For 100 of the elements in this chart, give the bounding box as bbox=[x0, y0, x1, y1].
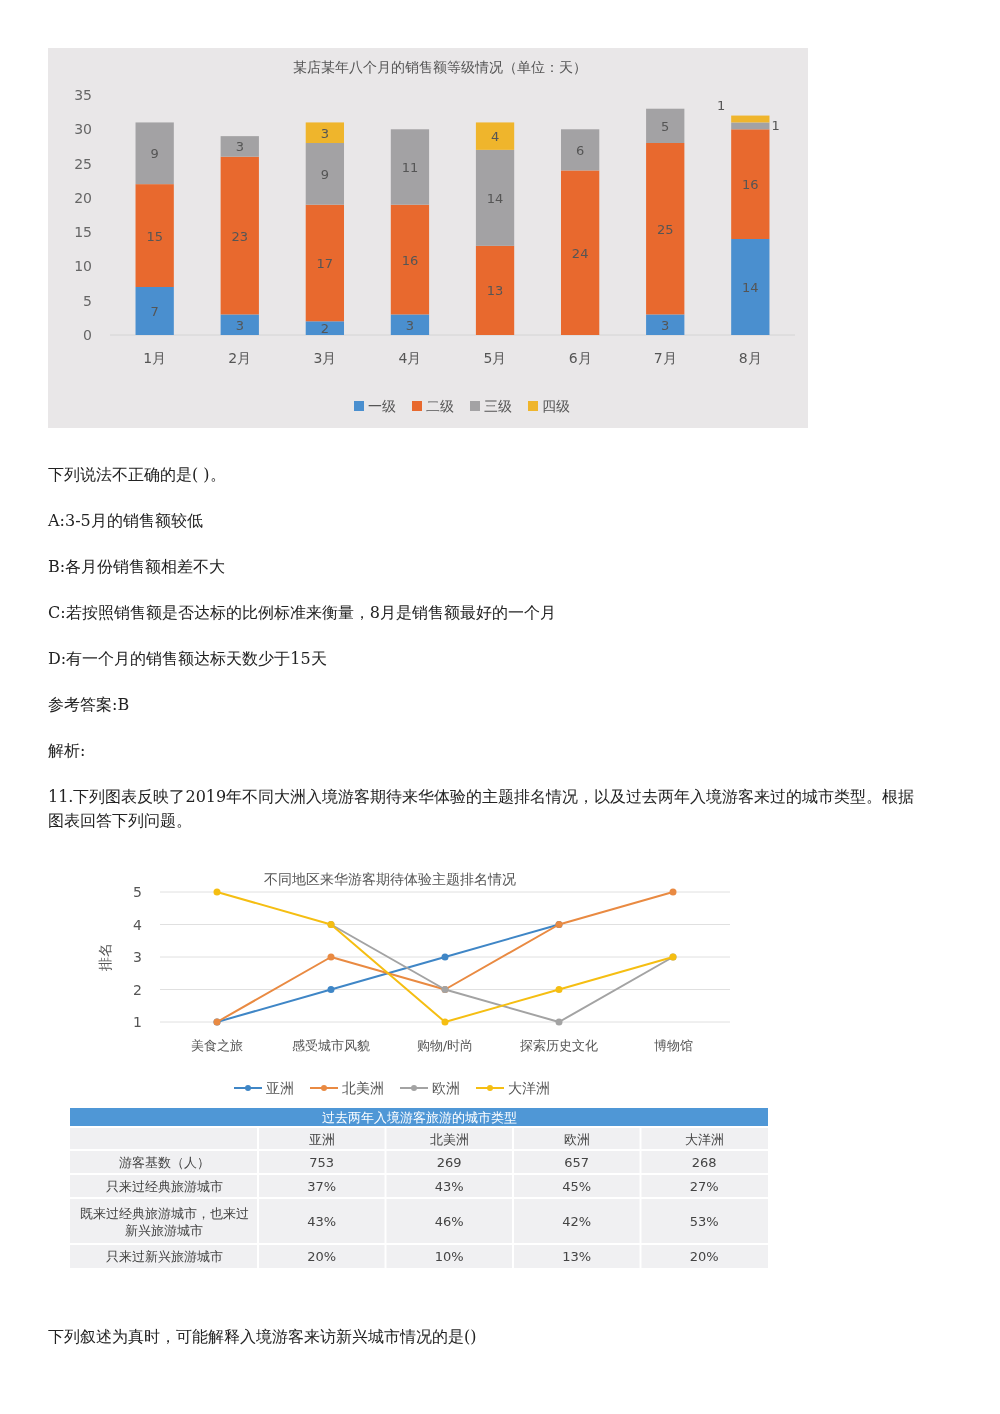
text: 下列叙述为真时，可能解释入境游客来访新兴城市情况的是() bbox=[48, 1327, 477, 1346]
x-tick-label: 美食之旅 bbox=[191, 1038, 243, 1053]
text: 20% bbox=[307, 1249, 337, 1264]
x-tick-label: 感受城市风貌 bbox=[292, 1038, 370, 1053]
bar bbox=[731, 239, 770, 335]
data-label: 3 bbox=[320, 125, 329, 141]
x-tick-label: 5月 bbox=[483, 350, 507, 366]
legend-label: 北美洲 bbox=[342, 1080, 384, 1096]
x-tick-label: 2月 bbox=[228, 350, 252, 366]
data-label: 15 bbox=[146, 228, 163, 244]
x-tick-label: 探索历史文化 bbox=[520, 1038, 598, 1053]
y-tick-label: 30 bbox=[74, 121, 92, 138]
data-label: 24 bbox=[571, 245, 589, 261]
y-tick-label: 20 bbox=[74, 189, 92, 206]
bar bbox=[220, 314, 259, 335]
bar bbox=[731, 122, 770, 130]
data-label: 9 bbox=[320, 166, 329, 182]
bar bbox=[646, 108, 685, 143]
data-label: 1 bbox=[716, 97, 726, 113]
bar bbox=[390, 129, 430, 205]
text: 11.下列图表反映了2019年不同大洲入境游客期待来华体验的主题排名情况，以及过去两年入境游客来过的城市类型。根据图表回答下列问题。 bbox=[48, 787, 915, 830]
point bbox=[213, 888, 221, 896]
text: 过去两年入境游客旅游的城市类型 bbox=[321, 1110, 517, 1125]
point bbox=[327, 953, 335, 961]
category-label: 大洋洲 bbox=[684, 1132, 724, 1147]
category-label: 欧洲 bbox=[563, 1132, 590, 1147]
y-tick-label: 10 bbox=[74, 258, 92, 275]
text: 268 bbox=[691, 1155, 717, 1170]
bar bbox=[220, 156, 259, 315]
data-label: 13 bbox=[486, 283, 504, 299]
text: 269 bbox=[436, 1155, 462, 1170]
bar bbox=[560, 129, 600, 171]
data-label: 6 bbox=[576, 142, 585, 158]
data-label: 1 bbox=[771, 117, 780, 133]
point bbox=[441, 1018, 449, 1026]
bar bbox=[390, 204, 430, 315]
data-label: 9 bbox=[150, 146, 159, 162]
legend-label: 二级 bbox=[426, 398, 454, 414]
data-label: 14 bbox=[742, 280, 759, 295]
point bbox=[555, 1018, 563, 1026]
text: 657 bbox=[564, 1155, 590, 1170]
text: 20% bbox=[689, 1249, 719, 1264]
x-tick-label: 6月 bbox=[568, 350, 592, 366]
data-label: 11 bbox=[401, 160, 419, 175]
bar bbox=[305, 204, 345, 322]
category-label: 只来过新兴旅游城市 bbox=[105, 1249, 223, 1264]
data-label: 25 bbox=[656, 221, 674, 237]
y-tick-label: 1 bbox=[133, 1014, 142, 1030]
data-label: 3 bbox=[235, 317, 244, 333]
legend-label: 四级 bbox=[542, 398, 570, 414]
y-tick-label: 3 bbox=[133, 949, 142, 965]
text: 37% bbox=[307, 1179, 337, 1194]
text: 53% bbox=[689, 1214, 719, 1229]
text: 13% bbox=[562, 1249, 592, 1264]
category-label: 亚洲 bbox=[308, 1132, 335, 1147]
point bbox=[441, 953, 449, 961]
data-label: 5 bbox=[661, 118, 670, 134]
bar bbox=[475, 245, 515, 335]
chart-title: 不同地区来华游客期待体验主题排名情况 bbox=[264, 871, 516, 887]
y-tick-label: 5 bbox=[133, 884, 142, 900]
x-tick-label: 1月 bbox=[143, 350, 167, 366]
x-tick-label: 购物/时尚 bbox=[416, 1038, 474, 1053]
point bbox=[669, 888, 677, 896]
bar bbox=[305, 122, 345, 143]
text: 43% bbox=[307, 1214, 337, 1229]
y-tick-label: 15 bbox=[74, 224, 92, 241]
text: 45% bbox=[562, 1179, 592, 1194]
text: 下列说法不正确的是( )。 bbox=[48, 465, 226, 484]
y-axis-title: 排名 bbox=[97, 943, 113, 971]
bar bbox=[646, 143, 685, 315]
y-tick-label: 5 bbox=[83, 292, 92, 309]
text: 10% bbox=[434, 1249, 464, 1264]
legend-label: 大洋洲 bbox=[508, 1080, 550, 1096]
text: D:有一个月的销售额达标天数少于15天 bbox=[48, 649, 327, 668]
data-label: 2 bbox=[320, 321, 329, 337]
y-tick-label: 2 bbox=[133, 981, 142, 998]
data-label: 23 bbox=[231, 228, 249, 244]
bar bbox=[305, 143, 345, 205]
bar bbox=[475, 149, 515, 246]
category-label: 游客基数（人） bbox=[118, 1155, 210, 1170]
data-label: 3 bbox=[661, 317, 670, 333]
data-label: 14 bbox=[486, 190, 504, 206]
text: A:3-5月的销售额较低 bbox=[47, 511, 203, 530]
text: B:各月份销售额相差不大 bbox=[48, 557, 226, 576]
bar bbox=[135, 122, 174, 185]
y-tick-label: 0 bbox=[83, 327, 92, 343]
category-label: 只来过经典旅游城市 bbox=[105, 1179, 223, 1194]
text: 42% bbox=[562, 1214, 592, 1229]
x-tick-label: 3月 bbox=[313, 350, 337, 366]
x-tick-label: 7月 bbox=[653, 350, 677, 366]
text: C:若按照销售额是否达标的比例标准来衡量，8月是销售额最好的一个月 bbox=[48, 603, 556, 622]
data-label: 3 bbox=[405, 317, 415, 333]
bar bbox=[135, 184, 174, 287]
y-tick-label: 35 bbox=[74, 87, 92, 103]
y-tick-label: 4 bbox=[133, 916, 143, 933]
category-label: 既来过经典旅游城市，也来过新兴旅游城市 bbox=[79, 1206, 249, 1238]
text: 753 bbox=[309, 1155, 335, 1170]
data-label: 3 bbox=[235, 139, 244, 155]
data-label: 17 bbox=[316, 256, 334, 271]
y-tick-label: 25 bbox=[74, 155, 92, 172]
